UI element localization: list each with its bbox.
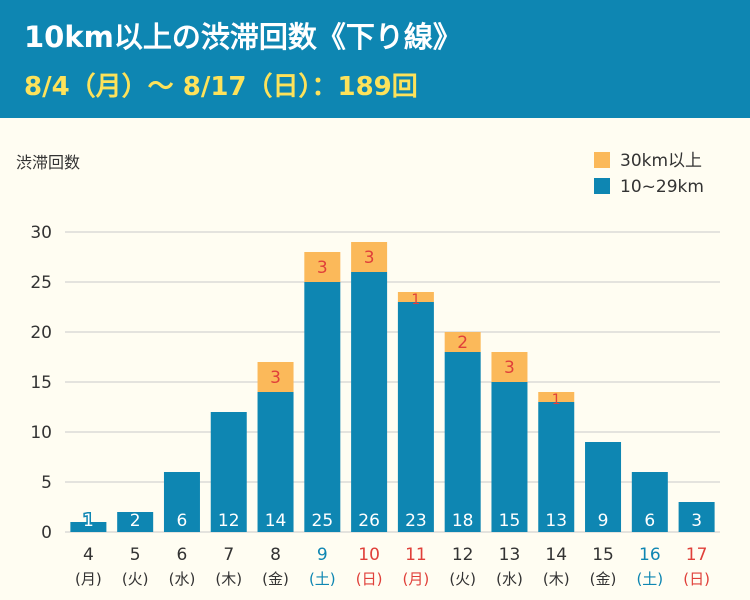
bar-value-label: 6 [177, 511, 188, 531]
x-tick-day: 13 [499, 545, 521, 565]
legend-label: 10~29km [620, 177, 704, 197]
y-tick-label: 5 [41, 473, 52, 493]
bar-value-label: 13 [545, 511, 567, 531]
bar-30km-plus [491, 352, 528, 382]
x-tick-day: 10 [358, 545, 380, 565]
bar-value-label: 9 [598, 511, 609, 531]
x-tick-day: 9 [317, 545, 328, 565]
bar-top-value-label: 3 [270, 368, 281, 388]
bar-10-29km [631, 472, 668, 532]
bar-value-label: 26 [358, 511, 380, 531]
bar-10-29km [70, 522, 107, 532]
bar-top-value-label: 3 [364, 248, 375, 268]
bar-top-value-label: 3 [317, 258, 328, 278]
bar-30km-plus [304, 252, 341, 282]
bar-top-value-label: 1 [552, 392, 561, 408]
x-tick-day: 11 [405, 545, 427, 565]
bar-top-value-label: 2 [457, 333, 468, 353]
bar-10-29km [304, 282, 341, 532]
bar-value-label: 2 [130, 511, 141, 531]
bar-top-value-label: 1 [411, 292, 420, 308]
bar-10-29km [117, 512, 154, 532]
x-tick-day: 12 [452, 545, 474, 565]
x-tick-day: 5 [130, 545, 141, 565]
bar-30km-plus [351, 242, 388, 272]
header-banner: 10km以上の渋滞回数《下り線》 8/4（月）～ 8/17（日）：189回 [0, 0, 750, 118]
bar-10-29km [257, 392, 294, 532]
legend-label: 30km以上 [620, 151, 702, 171]
bar-value-label: 25 [312, 511, 334, 531]
x-tick-day: 14 [545, 545, 567, 565]
bar-value-label: 12 [218, 511, 240, 531]
bar-value-label: 1 [83, 511, 94, 531]
x-tick-day: 15 [592, 545, 614, 565]
chart-subtitle: 8/4（月）～ 8/17（日）：189回 [24, 72, 418, 102]
bar-value-label: 6 [644, 511, 655, 531]
y-tick-label: 0 [41, 523, 52, 543]
bar-30km-plus [538, 392, 575, 402]
x-tick-weekday: (日) [683, 570, 710, 588]
bar-10-29km [163, 472, 200, 532]
x-tick-day: 8 [270, 545, 281, 565]
legend: 30km以上 10~29km [594, 151, 704, 197]
bar-value-label: 14 [265, 511, 287, 531]
y-axis-label: 渋滞回数 [16, 153, 80, 172]
chart-title: 10km以上の渋滞回数《下り線》 [24, 20, 462, 54]
grid-lines [65, 231, 720, 533]
y-tick-label: 15 [30, 373, 52, 393]
bar-top-value-label: 3 [504, 358, 515, 378]
x-tick-day: 7 [223, 545, 234, 565]
y-tick-label: 20 [30, 323, 52, 343]
bar-10-29km [210, 412, 247, 532]
x-axis-labels: 4 (月) 5 (火) 6 (水) 7 (木) 8 (金) 9 (土) 10 (日) 11 (月) 12 (火) 1… [75, 545, 710, 588]
bar-value-label: 18 [452, 511, 474, 531]
x-tick-weekday: (水) [496, 570, 523, 588]
legend-swatch [594, 178, 610, 194]
x-tick-weekday: (金) [590, 570, 617, 588]
x-tick-weekday: (火) [449, 570, 476, 588]
bar-10-29km [538, 402, 575, 532]
bar-value-label: 3 [691, 511, 702, 531]
bar-value-label: 23 [405, 511, 427, 531]
x-tick-weekday: (月) [75, 570, 102, 588]
bar-30km-plus [444, 332, 481, 352]
y-tick-label: 30 [30, 223, 52, 243]
bar-30km-plus [397, 292, 434, 302]
y-tick-label: 10 [30, 423, 52, 443]
legend-swatch [594, 152, 610, 168]
x-tick-day: 4 [83, 545, 94, 565]
x-tick-day: 6 [177, 545, 188, 565]
x-tick-day: 17 [686, 545, 708, 565]
x-tick-weekday: (木) [543, 570, 570, 588]
x-tick-weekday: (水) [169, 570, 196, 588]
x-tick-day: 16 [639, 545, 661, 565]
bar-10-29km [491, 382, 528, 532]
x-tick-weekday: (火) [122, 570, 149, 588]
x-tick-weekday: (金) [262, 570, 289, 588]
bar-10-29km [585, 442, 622, 532]
x-tick-weekday: (月) [403, 570, 430, 588]
y-tick-label: 25 [30, 273, 52, 293]
bar-10-29km [678, 502, 715, 532]
bar-10-29km [444, 352, 481, 532]
x-tick-weekday: (土) [636, 570, 663, 588]
bar-30km-plus [257, 362, 294, 392]
x-tick-weekday: (日) [356, 570, 383, 588]
y-axis-ticks: 0 5 10 15 20 25 30 [30, 223, 52, 543]
bar-value-label: 15 [499, 511, 521, 531]
x-tick-weekday: (木) [215, 570, 242, 588]
x-tick-weekday: (土) [309, 570, 336, 588]
bar-10-29km [397, 302, 434, 532]
bar-10-29km [351, 272, 388, 532]
